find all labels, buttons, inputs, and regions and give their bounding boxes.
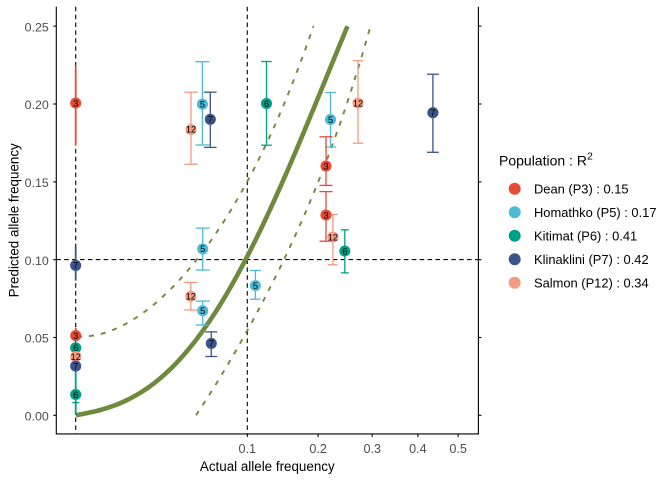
svg-text:0.3: 0.3 (363, 442, 381, 456)
svg-text:7: 7 (208, 115, 213, 125)
svg-text:6: 6 (342, 246, 347, 256)
svg-text:Dean (P3) : 0.15: Dean (P3) : 0.15 (534, 182, 629, 197)
svg-text:3: 3 (73, 331, 78, 341)
svg-text:7: 7 (430, 108, 435, 118)
svg-text:0.15: 0.15 (25, 176, 49, 190)
svg-text:0.2: 0.2 (309, 442, 327, 456)
svg-text:0.00: 0.00 (25, 410, 49, 424)
svg-text:Kitimat (P6) : 0.41: Kitimat (P6) : 0.41 (534, 229, 637, 244)
svg-text:12: 12 (186, 125, 196, 135)
svg-text:7: 7 (209, 339, 214, 349)
svg-text:7: 7 (73, 261, 78, 271)
svg-text:0.20: 0.20 (25, 98, 49, 112)
svg-text:5: 5 (200, 306, 205, 316)
svg-text:Homathko (P5) : 0.17: Homathko (P5) : 0.17 (534, 205, 657, 220)
svg-text:5: 5 (200, 244, 205, 254)
svg-text:0.25: 0.25 (25, 20, 49, 34)
svg-text:0.4: 0.4 (409, 442, 427, 456)
svg-text:5: 5 (200, 100, 205, 110)
svg-text:0.10: 0.10 (25, 254, 49, 268)
svg-text:0.05: 0.05 (25, 332, 49, 346)
svg-text:5: 5 (253, 281, 258, 291)
svg-text:0.1: 0.1 (239, 442, 257, 456)
svg-text:7: 7 (73, 361, 78, 371)
svg-text:6: 6 (264, 99, 269, 109)
svg-text:3: 3 (323, 210, 328, 220)
svg-text:0.5: 0.5 (449, 442, 467, 456)
svg-text:6: 6 (73, 390, 78, 400)
svg-text:Actual allele frequency: Actual allele frequency (200, 459, 335, 474)
svg-text:12: 12 (328, 232, 338, 242)
svg-text:12: 12 (353, 98, 363, 108)
svg-text:12: 12 (186, 292, 196, 302)
svg-text:6: 6 (73, 343, 78, 353)
svg-text:3: 3 (73, 98, 78, 108)
svg-text:Predicted allele frequency: Predicted allele frequency (6, 143, 21, 297)
svg-text:Population : R2: Population : R2 (499, 151, 593, 169)
svg-text:3: 3 (323, 161, 328, 171)
svg-text:Klinaklini (P7) : 0.42: Klinaklini (P7) : 0.42 (534, 252, 649, 267)
svg-text:12: 12 (71, 352, 81, 362)
svg-text:Salmon (P12) : 0.34: Salmon (P12) : 0.34 (534, 276, 649, 291)
svg-text:5: 5 (328, 115, 333, 125)
